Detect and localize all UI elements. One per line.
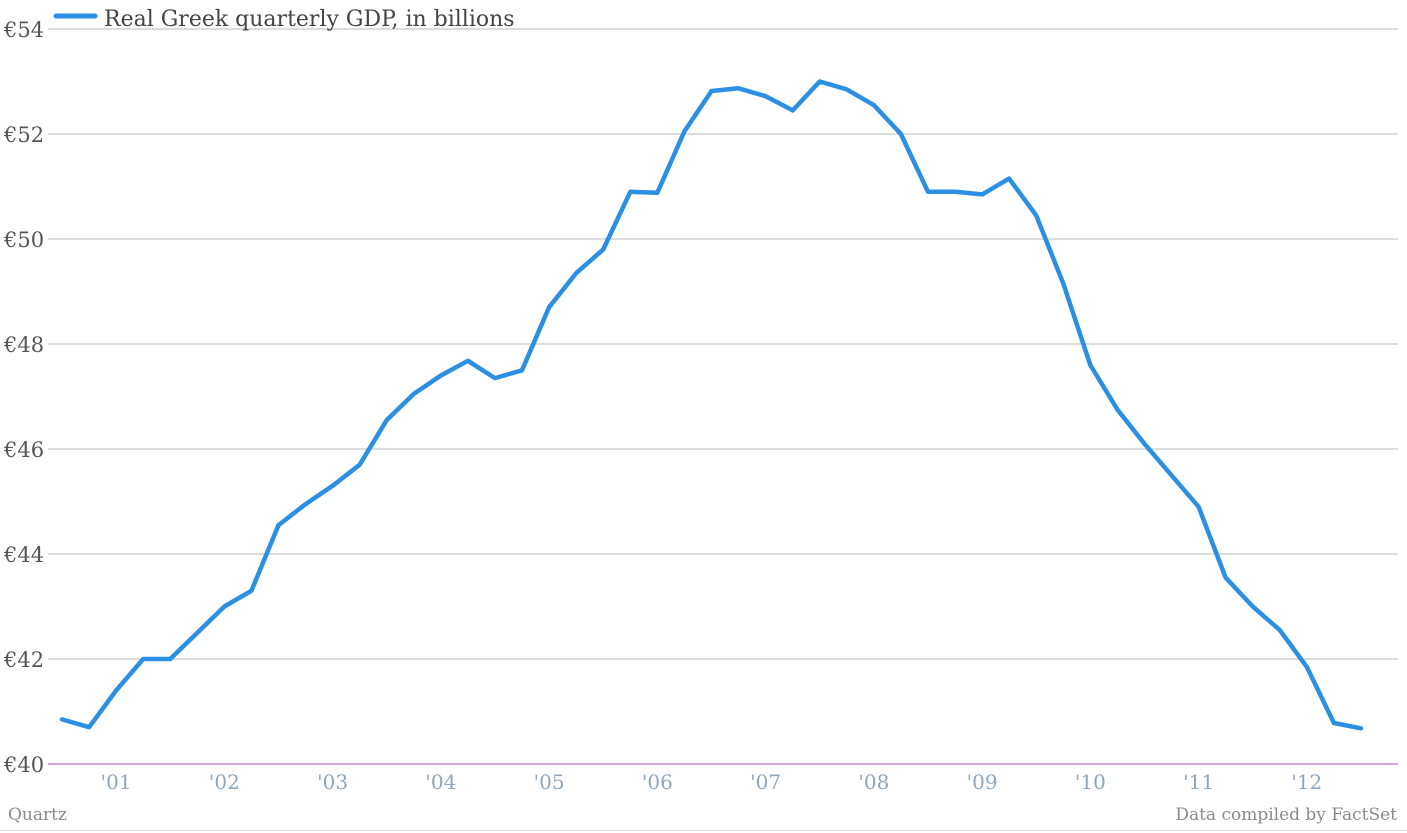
data-point [1115,407,1119,411]
data-point [818,79,822,83]
data-point [574,271,578,275]
legend: Real Greek quarterly GDP, in billions [53,7,515,32]
x-tick-label: '11 [1183,770,1214,794]
data-point [926,190,930,194]
source-credit-left: Quartz [8,805,67,825]
data-point [682,129,686,133]
data-point [222,604,226,608]
data-point [330,484,334,488]
data-point [60,717,64,721]
x-tick-label: '05 [534,770,565,794]
data-point [303,502,307,506]
x-tick-label: '03 [317,770,348,794]
series-layer [59,79,1364,731]
x-tick-label: '12 [1291,770,1322,794]
data-point [1196,505,1200,509]
data-point [1278,628,1282,632]
data-point [249,589,253,593]
data-point [1305,665,1309,669]
data-point [141,657,145,661]
data-point [899,132,903,136]
data-point [114,688,118,692]
data-point [493,376,497,380]
x-tick-label: '09 [967,770,998,794]
footer-divider [0,830,1407,831]
data-point [980,192,984,196]
data-point [276,523,280,527]
data-point [736,86,740,90]
data-point [358,463,362,467]
data-point [1061,281,1065,285]
y-tick-label: €50 [3,228,44,252]
data-point [763,94,767,98]
data-point [1223,575,1227,579]
data-point [1034,213,1038,217]
y-tick-label: €54 [3,18,44,42]
x-axis-ticks: '01 '02 '03 '04 '05 '06 '07 '08 '09 '10 '11 '12 [101,770,1323,794]
data-point [1169,473,1173,477]
data-point [709,89,713,93]
x-tick-label: '06 [642,770,673,794]
y-tick-label: €42 [3,648,44,672]
data-point [385,418,389,422]
data-point [195,631,199,635]
y-tick-label: €48 [3,333,44,357]
data-point [628,190,632,194]
data-point [466,359,470,363]
data-point [1007,176,1011,180]
data-point [845,87,849,91]
series-line [59,79,1364,731]
x-tick-label: '08 [858,770,889,794]
data-point [1359,726,1363,730]
data-point [1251,604,1255,608]
y-tick-label: €44 [3,543,44,567]
data-point [791,108,795,112]
data-point [168,657,172,661]
data-point [547,305,551,309]
y-tick-label: €46 [3,438,44,462]
x-tick-label: '07 [750,770,781,794]
data-point [1142,442,1146,446]
y-tick-label: €40 [3,753,44,777]
x-tick-label: '10 [1075,770,1106,794]
data-point [655,191,659,195]
data-point [87,725,91,729]
legend-label: Real Greek quarterly GDP, in billions [104,7,515,32]
data-point [601,247,605,251]
data-point [872,103,876,107]
grid-lines [48,28,1398,765]
data-point [1332,721,1336,725]
y-tick-label: €52 [3,123,44,147]
x-tick-label: '04 [425,770,456,794]
data-point [953,190,957,194]
source-credit-right: Data compiled by FactSet [1175,805,1397,825]
x-tick-label: '02 [209,770,240,794]
x-tick-label: '01 [101,770,132,794]
data-point [412,392,416,396]
data-point [520,368,524,372]
data-point [1088,363,1092,367]
data-point [439,373,443,377]
y-axis-ticks: €40 €42 €44 €46 €48 €50 €52 €54 [3,18,44,777]
